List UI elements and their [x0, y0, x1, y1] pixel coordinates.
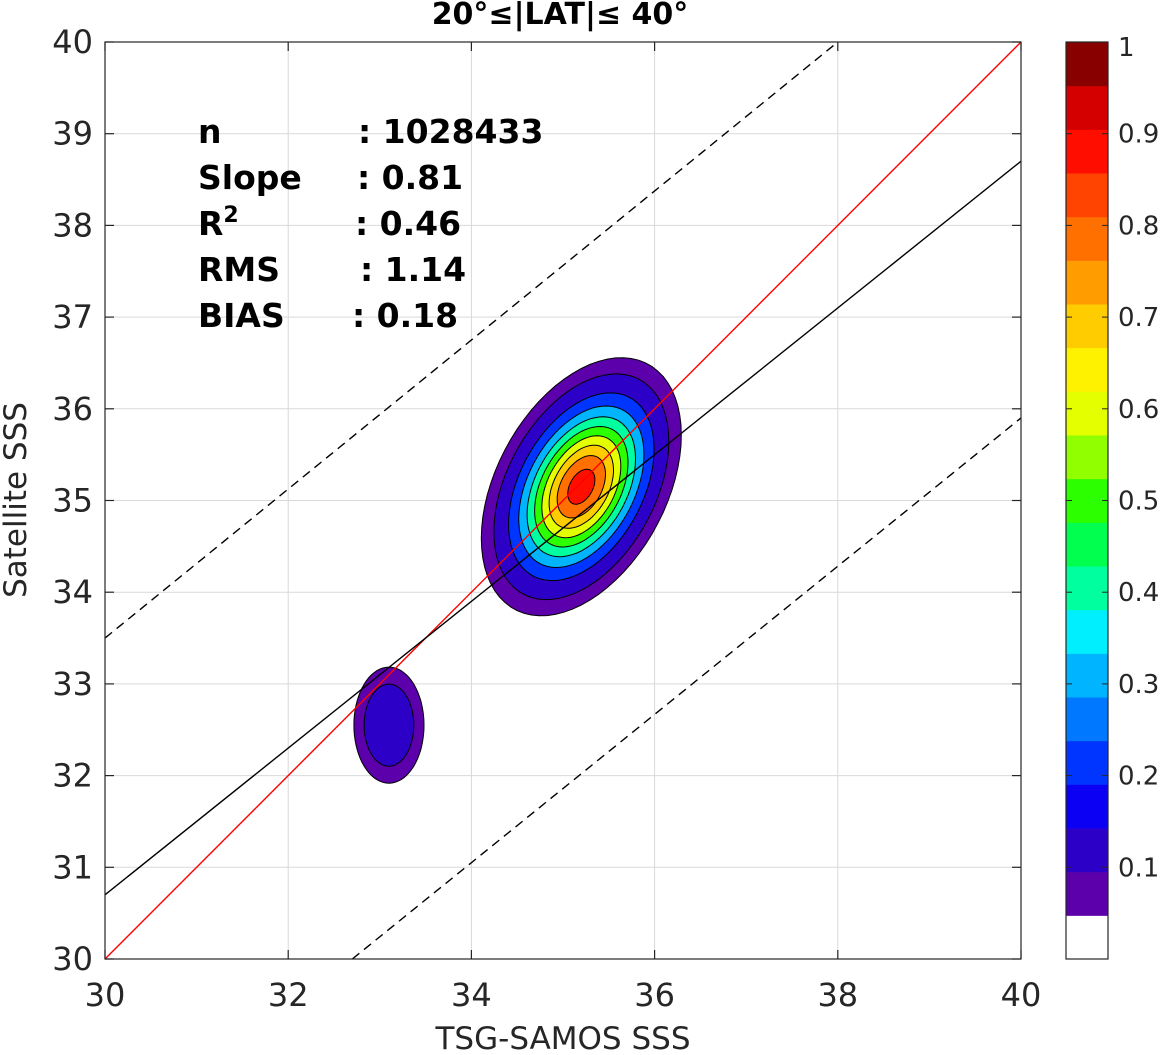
colorbar-tick-label: 0.3: [1118, 670, 1159, 700]
y-tick-label: 31: [52, 848, 93, 886]
colorbar-segment: [1066, 479, 1108, 523]
colorbar-tick-label: 0.1: [1118, 853, 1159, 883]
colorbar-segment: [1066, 697, 1108, 741]
colorbar-segment: [1066, 610, 1108, 654]
contour-level: [364, 684, 414, 766]
y-tick-label: 35: [52, 482, 93, 520]
colorbar-segment: [1066, 435, 1108, 479]
y-tick-label: 33: [52, 665, 93, 703]
colorbar-tick-label: 0.7: [1118, 303, 1159, 333]
colorbar: 0.1 0.2 0.3 0.4 0.5 0.6 0.7 0.8 0.9 1: [1066, 33, 1159, 960]
x-tick-label: 30: [85, 976, 126, 1014]
colorbar-segment: [1066, 348, 1108, 392]
colorbar-tick-label: 0.9: [1118, 120, 1159, 150]
stat-value: : 1.14: [360, 250, 466, 289]
colorbar-segment: [1066, 741, 1108, 785]
y-tick-label: 30: [52, 940, 93, 978]
x-axis-label: TSG-SAMOS SSS: [435, 1021, 691, 1055]
x-tick-label: 32: [268, 976, 309, 1014]
stat-value: : 1028433: [358, 112, 543, 151]
chart: 30 32 34 36 38 40 30 31 32 33 34 35 36 37 38 39 40 20°≤|…: [0, 0, 1172, 1055]
chart-title: 20°≤|LAT|≤ 40°: [432, 0, 689, 32]
colorbar-tick-label: 0.5: [1118, 487, 1159, 517]
y-tick-label: 38: [52, 206, 93, 244]
y-tick-label: 39: [52, 115, 93, 153]
stat-value: : 0.81: [357, 158, 463, 197]
colorbar-segment: [1066, 566, 1108, 610]
stat-label: RMS: [198, 250, 280, 289]
y-axis-label: Satellite SSS: [0, 402, 34, 598]
colorbar-tick-label: 0.8: [1118, 211, 1159, 241]
y-tick-label: 36: [52, 390, 93, 428]
colorbar-segment: [1066, 784, 1108, 828]
colorbar-segment: [1066, 217, 1108, 261]
colorbar-tick-label: 0.4: [1118, 578, 1159, 608]
y-tick-label: 32: [52, 757, 93, 795]
colorbar-segment: [1066, 915, 1108, 959]
colorbar-segment: [1066, 260, 1108, 304]
stat-label: Slope: [198, 158, 302, 197]
x-tick-label: 40: [1001, 976, 1042, 1014]
colorbar-segment: [1066, 522, 1108, 566]
stat-label: n: [198, 112, 222, 151]
colorbar-segment: [1066, 86, 1108, 130]
stat-label: BIAS: [198, 296, 285, 335]
colorbar-segment: [1066, 828, 1108, 872]
density-peak-secondary: [354, 667, 424, 783]
y-tick-label: 37: [52, 298, 93, 336]
stat-value: : 0.18: [352, 296, 458, 335]
colorbar-segment: [1066, 304, 1108, 348]
colorbar-tick-label: 0.2: [1118, 762, 1159, 792]
x-tick-label: 36: [634, 976, 675, 1014]
colorbar-segment: [1066, 653, 1108, 697]
colorbar-tick-label: 0.6: [1118, 395, 1159, 425]
y-tick-label: 40: [52, 23, 93, 61]
colorbar-segment: [1066, 872, 1108, 916]
x-tick-label: 38: [817, 976, 858, 1014]
colorbar-tick-label: 1: [1118, 33, 1135, 63]
colorbar-segment: [1066, 42, 1108, 86]
colorbar-segment: [1066, 173, 1108, 217]
x-tick-label: 34: [451, 976, 492, 1014]
y-tick-label: 34: [52, 573, 93, 611]
colorbar-segment: [1066, 129, 1108, 173]
colorbar-segment: [1066, 391, 1108, 435]
stat-value: : 0.46: [355, 204, 461, 243]
